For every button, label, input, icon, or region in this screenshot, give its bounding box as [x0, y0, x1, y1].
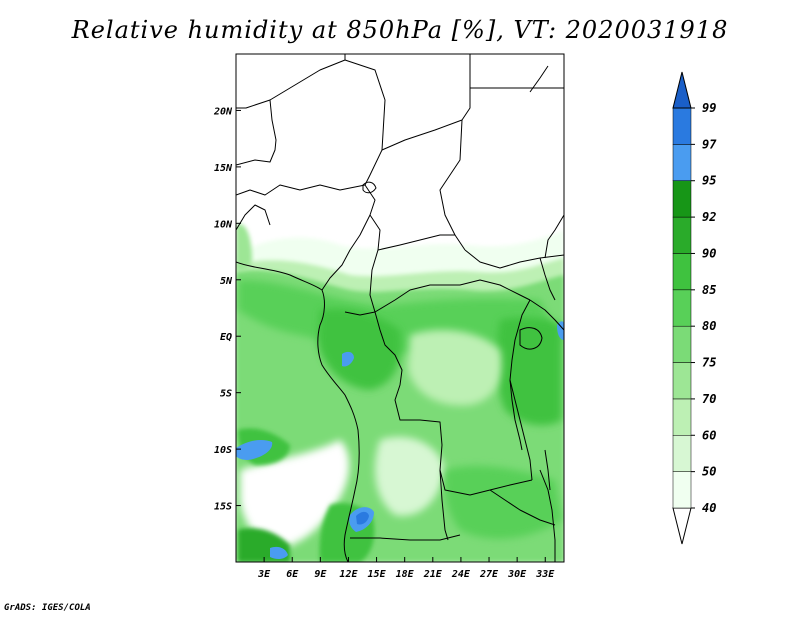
border-niger-chad	[381, 54, 471, 151]
rh-dry-angola	[375, 436, 445, 516]
rh-moist-west-strip	[236, 224, 252, 271]
x-tick-label: 30E	[507, 569, 527, 580]
x-tick-label: 15E	[368, 569, 387, 580]
colorbar-label: 75	[702, 356, 716, 370]
border-cameroon-car	[344, 214, 381, 316]
colorbar-swatch	[672, 144, 692, 181]
border-car-south	[374, 279, 531, 313]
border-mali-niger	[236, 99, 277, 166]
colorbar-label: 60	[702, 428, 716, 442]
x-tick-label: 21E	[423, 569, 443, 580]
colorbar-swatch	[672, 216, 692, 254]
colorbar-min-arrow	[672, 507, 692, 545]
y-tick-label: 5N	[220, 276, 233, 287]
colorbar-label: 50	[702, 465, 716, 479]
y-tick-label: 15N	[214, 163, 233, 174]
colorbar-label: 80	[702, 319, 716, 333]
colorbar-swatch	[672, 180, 692, 218]
rh-saturated-patch-1	[236, 440, 273, 460]
border-mozambique	[539, 469, 556, 562]
x-tick-label: 27E	[479, 569, 499, 580]
colorbar-label: 95	[702, 174, 716, 188]
border-ethiopia	[544, 214, 564, 259]
border-west-africa-n	[236, 204, 271, 231]
x-tick-label: 33E	[535, 569, 555, 580]
colorbar-label: 99	[702, 101, 716, 115]
rh-dry-interior	[408, 330, 502, 406]
colorbar-swatch	[672, 253, 692, 291]
rh-dry-ocean-south	[240, 440, 350, 550]
rh-saturated-patch-5	[270, 546, 288, 560]
lake-malawi	[544, 449, 551, 491]
x-tick-label: 12E	[339, 569, 358, 580]
map-boundaries	[236, 54, 564, 562]
grads-credit: GrADS: IGES/COLA	[4, 603, 91, 613]
rh-core-lakes	[496, 317, 562, 426]
y-tick-label: 15S	[214, 502, 232, 513]
x-tick-label: 18E	[396, 569, 415, 580]
border-angola-zambia	[439, 469, 449, 541]
border-sudan-south	[464, 249, 564, 269]
rh-core-north	[238, 279, 560, 355]
y-tick-label: 5S	[220, 389, 232, 400]
red-sea-coast	[529, 65, 549, 93]
map-plot-area	[236, 54, 564, 562]
humidity-field	[236, 224, 564, 562]
lake-tanganyika	[509, 379, 523, 451]
border-drc-east	[509, 299, 533, 481]
rh-core-congo	[318, 308, 402, 390]
colorbar-label: 70	[702, 392, 716, 406]
border-sahara-2	[344, 59, 386, 186]
rh-saturated-patch-6	[557, 321, 564, 340]
border-niger-south	[236, 184, 366, 196]
x-tick-label: 3E	[257, 569, 271, 580]
border-zambia-east	[489, 489, 556, 526]
rh-saturated-patch-4	[342, 351, 354, 367]
colorbar-swatch	[672, 362, 692, 400]
colorbar-label: 85	[702, 283, 716, 297]
border-angola-namibia	[350, 534, 461, 541]
rh-wet-southeast	[444, 465, 562, 539]
map-title: Relative humidity at 850hPa [%], VT: 202…	[71, 16, 729, 44]
colorbar-swatch	[672, 107, 692, 145]
colorbar-label: 40	[702, 501, 716, 515]
y-tick-label: 10S	[214, 445, 232, 456]
colorbar-swatch	[672, 325, 692, 363]
border-kenya	[539, 257, 556, 301]
colorbar-swatch	[672, 471, 692, 509]
colorbar-label: 97	[702, 137, 717, 151]
y-tick-label: 10N	[214, 219, 233, 230]
border-nigeria-cameroon	[321, 184, 376, 291]
colorbar-swatch	[672, 289, 692, 327]
border-tanzania	[529, 299, 564, 331]
x-tick-label: 24E	[451, 569, 471, 580]
x-tick-label: 9E	[314, 569, 327, 580]
lake-victoria	[519, 327, 543, 350]
colorbar: 40 50 60 70 75 80 85 90 92 95 97 99	[672, 71, 717, 545]
border-car-north	[377, 234, 455, 251]
colorbar-swatch	[672, 398, 692, 436]
border-drc-west	[374, 311, 533, 496]
colorbar-swatch	[672, 435, 692, 472]
rh-saturated-patch-3	[356, 511, 369, 525]
y-tick-label: 20N	[213, 106, 233, 117]
x-tick-label: 6E	[286, 569, 299, 580]
y-tick-label: EQ	[220, 332, 232, 343]
colorbar-label: 90	[702, 246, 716, 260]
colorbar-label: 92	[702, 210, 716, 224]
map-axis-ticks: 3E 6E 9E 12E 15E 18E 21E 24E 27E 30E 33E 20N 15N 10N 5…	[213, 106, 555, 580]
colorbar-max-arrow	[672, 71, 692, 109]
lake-chad	[362, 181, 377, 194]
map-frame	[235, 53, 565, 563]
coastline-west-africa	[236, 261, 360, 562]
